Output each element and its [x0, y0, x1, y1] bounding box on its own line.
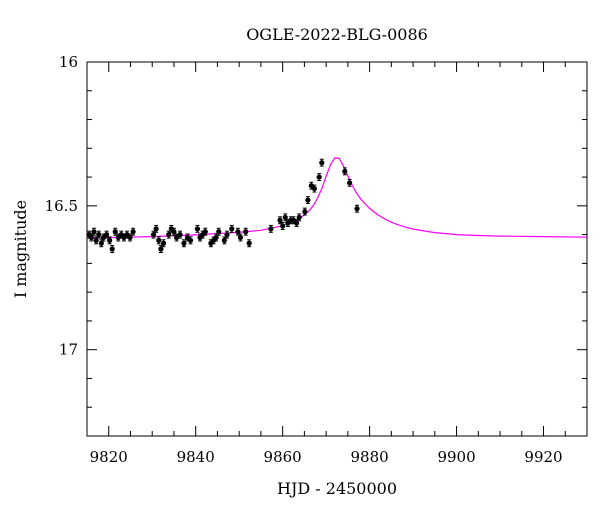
data-point [166, 232, 172, 238]
data-point [88, 234, 94, 241]
data-point [127, 234, 133, 241]
x-tick-label: 9860 [264, 448, 302, 466]
data-point [224, 232, 230, 238]
data-point [216, 229, 222, 235]
chart-title: OGLE-2022-BLG-0086 [246, 25, 428, 44]
data-point [229, 226, 235, 232]
data-point [156, 237, 162, 243]
data-point [268, 226, 274, 232]
data-point [277, 217, 283, 223]
data-point [150, 232, 157, 238]
x-tick-label: 9900 [437, 448, 475, 466]
model-curve-layer [86, 157, 588, 239]
data-point [194, 226, 201, 232]
x-tick-label: 9840 [177, 448, 215, 466]
data-point [171, 229, 177, 235]
axis-tick-labels: 9820 9840 9860 9880 9900 9920 16 16.5 17 [45, 53, 563, 466]
axis-ticks [86, 61, 588, 437]
x-tick-label: 9820 [90, 448, 128, 466]
data-point [316, 174, 322, 180]
data-point [158, 246, 164, 252]
data-point [282, 214, 288, 220]
data-point [93, 237, 99, 243]
data-point [243, 229, 249, 235]
data-point [305, 197, 311, 203]
data-point [311, 185, 317, 192]
data-point [296, 214, 302, 220]
data-point [177, 232, 183, 238]
x-tick-label: 9880 [351, 448, 389, 466]
data-point [187, 237, 194, 243]
data-point [221, 237, 227, 243]
data-point [96, 232, 102, 238]
data-point [112, 229, 118, 235]
data-point [280, 223, 286, 229]
data-point [235, 229, 241, 235]
data-point [103, 232, 110, 238]
data-point [354, 206, 360, 212]
data-point [347, 180, 353, 186]
data-point [237, 234, 244, 241]
data-point [109, 246, 115, 252]
plot-frame [86, 61, 588, 437]
data-point [153, 226, 159, 232]
y-tick-label: 17 [59, 341, 78, 359]
data-points-layer [86, 158, 360, 253]
data-point [130, 229, 136, 235]
data-point [91, 229, 97, 235]
model-curve [86, 157, 588, 239]
data-point [173, 234, 180, 241]
data-point [181, 240, 187, 246]
x-axis-label: HJD - 2450000 [277, 479, 397, 498]
data-point [342, 168, 348, 174]
y-tick-label: 16.5 [45, 197, 78, 215]
data-point [293, 220, 300, 226]
data-point [202, 229, 208, 235]
data-point [319, 160, 325, 166]
data-point [246, 240, 252, 246]
data-point [213, 234, 219, 241]
data-point [302, 209, 308, 215]
data-point [160, 240, 167, 246]
data-point [107, 237, 113, 243]
y-tick-label: 16 [59, 53, 78, 71]
data-point [98, 240, 104, 246]
x-tick-label: 9920 [524, 448, 562, 466]
y-axis-label: I magnitude [11, 200, 30, 298]
